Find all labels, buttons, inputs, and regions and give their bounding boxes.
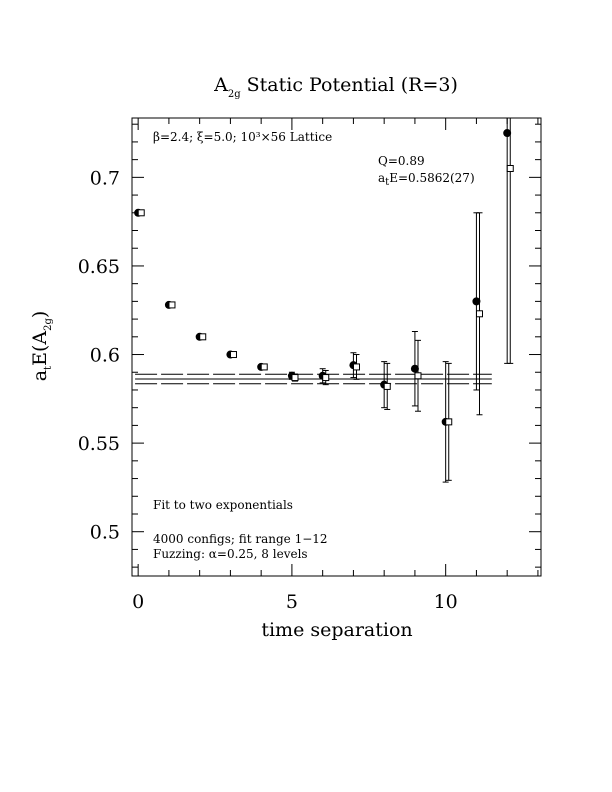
marker-square — [199, 333, 207, 341]
data-point — [352, 354, 360, 380]
plot-border — [131, 117, 542, 577]
data-points — [134, 117, 514, 483]
marker-square — [168, 301, 176, 309]
data-point — [383, 362, 391, 410]
marker-square — [137, 209, 145, 217]
marker-square — [260, 363, 268, 371]
y-tick-label: 0.7 — [90, 167, 120, 189]
marker-square — [229, 351, 237, 359]
marker-square — [383, 382, 391, 390]
marker-square — [352, 363, 360, 371]
y-tick-label: 0.55 — [78, 433, 120, 455]
y-tick-label: 0.65 — [78, 256, 120, 278]
fit-annotation: Fit to two exponentials — [153, 498, 293, 512]
data-point — [472, 212, 481, 391]
x-tick-label: 10 — [434, 591, 458, 613]
data-point — [506, 117, 514, 364]
plot-frame — [131, 117, 542, 577]
marker-square — [291, 374, 299, 382]
data-point — [475, 212, 483, 416]
tick-labels: 0 5 10 0.5 0.55 0.6 0.65 0.7 — [78, 167, 458, 613]
data-point — [410, 330, 419, 407]
data-point — [229, 351, 237, 359]
y-axis-label: atE(A2g) — [29, 311, 54, 382]
marker-circle — [503, 129, 512, 138]
y-tick-label: 0.6 — [90, 345, 120, 367]
lattice-annotation: β=2.4; ξ=5.0; 10³×56 Lattice — [153, 130, 332, 144]
x-tick-label: 5 — [286, 591, 298, 613]
data-point — [137, 209, 145, 217]
energy-annotation: atE=0.5862(27) — [378, 171, 475, 188]
marker-circle — [410, 364, 419, 373]
data-point — [445, 362, 453, 481]
data-point — [260, 363, 268, 371]
q-annotation: Q=0.89 — [378, 154, 425, 168]
x-tick-label: 0 — [132, 591, 144, 613]
data-point — [414, 339, 422, 412]
marker-square — [322, 374, 330, 382]
marker-circle — [472, 297, 481, 306]
marker-square — [506, 164, 514, 172]
marker-square — [414, 372, 422, 380]
y-tick-label: 0.5 — [90, 522, 120, 544]
marker-square — [445, 418, 453, 426]
data-point — [322, 369, 330, 386]
marker-square — [475, 310, 483, 318]
data-point — [199, 333, 207, 341]
data-point — [168, 301, 176, 309]
x-axis-label: time separation — [261, 619, 412, 641]
chart-title: A2g Static Potential (R=3) — [213, 74, 458, 100]
fuzzing-annotation: Fuzzing: α=0.25, 8 levels — [153, 547, 308, 561]
data-point — [503, 117, 512, 364]
fit-band — [135, 373, 492, 385]
data-point — [291, 373, 299, 382]
configs-annotation: 4000 configs; fit range 1−12 — [153, 532, 328, 546]
